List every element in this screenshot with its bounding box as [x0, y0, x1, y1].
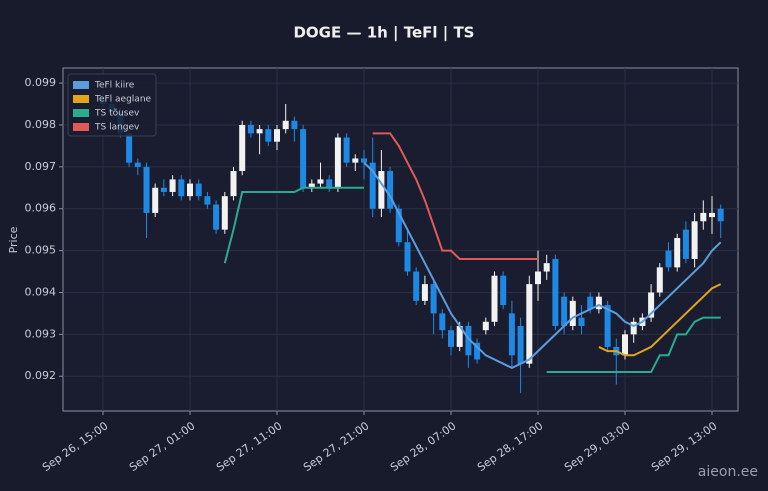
candle-body — [482, 321, 489, 331]
candle-body — [656, 267, 663, 293]
candle-body — [300, 129, 307, 188]
candle-body — [578, 317, 585, 326]
candle-body — [308, 183, 315, 188]
candle-body — [378, 171, 385, 209]
legend-label: TeFl kiire — [94, 81, 135, 91]
candle-body — [352, 158, 359, 163]
candle-body — [491, 275, 498, 322]
candle-body — [439, 313, 446, 331]
candle-body — [465, 325, 472, 356]
candle-body — [143, 166, 150, 213]
candle-body — [421, 284, 428, 301]
candle-body — [709, 212, 715, 218]
legend-swatch — [73, 109, 89, 117]
candle-body — [230, 171, 237, 197]
candle-body — [630, 321, 637, 335]
candle-body — [134, 162, 141, 167]
candle-body — [604, 305, 611, 347]
legend-label: TeFl aeglane — [94, 95, 152, 105]
candle-body — [152, 187, 159, 213]
y-tick-label: 0.095 — [25, 244, 57, 257]
candle-body — [291, 120, 298, 130]
candle-body — [430, 284, 437, 314]
candle-body — [717, 208, 724, 222]
y-tick-label: 0.098 — [25, 118, 57, 131]
candle-body — [595, 296, 602, 310]
candle-body — [256, 129, 263, 134]
candle-body — [448, 330, 454, 347]
candle-body — [239, 124, 246, 172]
indicator-line — [372, 132, 538, 260]
candle-body — [682, 229, 689, 259]
candle-body — [665, 250, 672, 268]
candle-body — [213, 204, 220, 230]
y-tick-label: 0.099 — [25, 76, 57, 89]
candle-body — [648, 292, 655, 318]
legend-label: TS tõusev — [94, 109, 140, 119]
candle-body — [204, 196, 211, 205]
y-tick-label: 0.097 — [25, 160, 57, 173]
legend-swatch — [73, 81, 89, 89]
candle-body — [178, 179, 185, 197]
legend-swatch — [73, 95, 89, 103]
candle-body — [474, 342, 481, 360]
candle-body — [404, 242, 411, 272]
legend-box — [67, 73, 157, 137]
candle-body — [700, 212, 707, 222]
y-tick-label: 0.096 — [25, 202, 57, 215]
candle-body — [282, 120, 289, 130]
candle-body — [674, 238, 681, 268]
candle-body — [343, 137, 350, 163]
candle-body — [526, 284, 533, 364]
indicator-line — [598, 283, 722, 357]
candle-body — [508, 313, 515, 356]
candle-body — [569, 300, 576, 326]
candle-body — [561, 296, 568, 326]
candle-body — [221, 196, 228, 230]
legend-label: TS langev — [94, 123, 140, 133]
legend-swatch — [73, 123, 89, 131]
legend: TeFl kiire TeFl aeglane TS tõusev TS langev — [67, 73, 157, 137]
y-tick-label: 0.092 — [25, 369, 57, 382]
candle-body — [361, 158, 367, 163]
y-axis-label: Price — [7, 226, 20, 253]
candle-body — [500, 275, 507, 306]
candle-body — [326, 179, 333, 188]
chart-title: DOGE — 1h | TeFl | TS — [293, 24, 474, 43]
y-tick-label: 0.094 — [25, 285, 57, 298]
candle-body — [691, 221, 698, 259]
candle-body — [395, 208, 402, 243]
watermark: aieon.ee — [698, 464, 758, 480]
y-tick-label: 0.093 — [25, 327, 57, 340]
candle-body — [517, 325, 524, 364]
indicator-line — [223, 186, 721, 374]
candle-body — [552, 258, 559, 326]
candle-body — [369, 162, 376, 209]
candle-body — [187, 183, 193, 197]
indicator-line — [363, 161, 722, 369]
candle-body — [622, 334, 628, 356]
candle-body — [387, 171, 394, 209]
candle-body — [195, 183, 202, 197]
candle-body — [247, 124, 254, 134]
candle-body — [535, 271, 541, 285]
candle-body — [274, 129, 280, 142]
candle-body — [317, 179, 324, 184]
candle-body — [456, 325, 463, 347]
candle-body — [126, 133, 133, 163]
candle-body — [169, 179, 176, 192]
candle-body — [543, 263, 550, 272]
candle-body — [413, 271, 420, 301]
candle-body — [587, 296, 594, 310]
candle-body — [265, 129, 272, 142]
candle-body — [160, 187, 167, 192]
candle-body — [334, 137, 341, 188]
